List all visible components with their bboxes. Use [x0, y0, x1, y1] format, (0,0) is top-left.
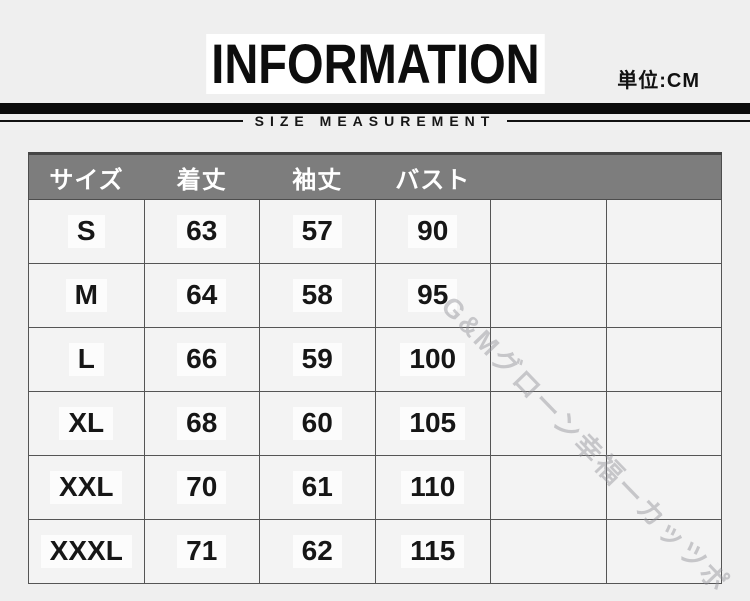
header-row: サイズ 着丈 袖丈 バスト — [28, 153, 722, 200]
cell-value: 60 — [292, 407, 342, 440]
col-header-sleeve: 袖丈 — [259, 153, 375, 200]
cell-bust: 95 — [374, 263, 491, 328]
subtitle-rule-right — [507, 120, 750, 122]
cell-value: 110 — [401, 471, 465, 504]
cell-value: 100 — [400, 343, 466, 376]
cell-value: 105 — [400, 407, 466, 440]
cell-value: 57 — [292, 215, 342, 248]
title-row: INFORMATION — [0, 34, 750, 94]
table-row: XXL 70 61 110 — [28, 455, 722, 520]
cell-value: L — [68, 343, 104, 376]
cell-sleeve: 59 — [259, 327, 376, 392]
cell-empty — [490, 327, 607, 392]
cell-empty — [490, 391, 607, 456]
cell-bust: 110 — [374, 455, 491, 520]
cell-empty — [490, 199, 607, 264]
col-header-size: サイズ — [28, 153, 144, 200]
cell-value: M — [65, 279, 107, 312]
cell-sleeve: 61 — [259, 455, 376, 520]
cell-value: 70 — [177, 471, 227, 504]
table-row: L 66 59 100 — [28, 327, 722, 392]
cell-size: L — [28, 327, 145, 392]
table-header: サイズ 着丈 袖丈 バスト — [28, 153, 722, 200]
subtitle-rule-left — [0, 120, 243, 122]
cell-length: 63 — [143, 199, 260, 264]
cell-length: 70 — [143, 455, 260, 520]
cell-value: XXL — [50, 471, 123, 504]
col-header-length: 着丈 — [144, 153, 260, 200]
cell-size: M — [28, 263, 145, 328]
cell-value: 71 — [177, 535, 227, 568]
subtitle-row: SIZE MEASUREMENT — [0, 112, 750, 130]
cell-empty — [605, 199, 722, 264]
col-header-empty-1 — [490, 153, 606, 200]
cell-empty — [605, 519, 722, 584]
cell-bust: 105 — [374, 391, 491, 456]
table-row: XL 68 60 105 — [28, 391, 722, 456]
cell-empty — [490, 519, 607, 584]
cell-length: 66 — [143, 327, 260, 392]
cell-value: 115 — [401, 535, 465, 568]
cell-value: 61 — [292, 471, 342, 504]
cell-sleeve: 62 — [259, 519, 376, 584]
cell-empty — [605, 263, 722, 328]
col-header-empty-2 — [606, 153, 722, 200]
cell-length: 64 — [143, 263, 260, 328]
cell-empty — [605, 391, 722, 456]
cell-empty — [490, 263, 607, 328]
cell-value: 63 — [177, 215, 227, 248]
cell-bust: 90 — [374, 199, 491, 264]
cell-length: 71 — [143, 519, 260, 584]
cell-empty — [490, 455, 607, 520]
col-header-bust: バスト — [375, 153, 491, 200]
cell-value: XXXL — [40, 535, 132, 568]
cell-sleeve: 58 — [259, 263, 376, 328]
subtitle: SIZE MEASUREMENT — [254, 113, 496, 129]
cell-value: XL — [59, 407, 114, 440]
cell-sleeve: 57 — [259, 199, 376, 264]
cell-size: S — [28, 199, 145, 264]
cell-value: 59 — [292, 343, 342, 376]
size-measurement-table: サイズ 着丈 袖丈 バスト S 63 57 90 M 64 58 95 — [28, 152, 722, 584]
cell-value: 62 — [292, 535, 342, 568]
cell-empty — [605, 455, 722, 520]
cell-size: XL — [28, 391, 145, 456]
cell-value: 90 — [408, 215, 458, 248]
table-row: S 63 57 90 — [28, 199, 722, 264]
table-row: XXXL 71 62 115 — [28, 519, 722, 584]
cell-value: S — [67, 215, 105, 248]
page-title: INFORMATION — [205, 34, 545, 94]
cell-value: 66 — [177, 343, 227, 376]
divider-bar — [0, 103, 750, 114]
cell-value: 64 — [177, 279, 227, 312]
cell-value: 68 — [177, 407, 227, 440]
cell-size: XXL — [28, 455, 145, 520]
cell-length: 68 — [143, 391, 260, 456]
cell-size: XXXL — [28, 519, 145, 584]
table-body: S 63 57 90 M 64 58 95 L 66 59 100 — [28, 199, 722, 584]
unit-label: 単位:CM — [617, 70, 700, 92]
cell-bust: 115 — [374, 519, 491, 584]
table-row: M 64 58 95 — [28, 263, 722, 328]
cell-value: 95 — [408, 279, 458, 312]
cell-value: 58 — [292, 279, 342, 312]
cell-empty — [605, 327, 722, 392]
cell-sleeve: 60 — [259, 391, 376, 456]
cell-bust: 100 — [374, 327, 491, 392]
